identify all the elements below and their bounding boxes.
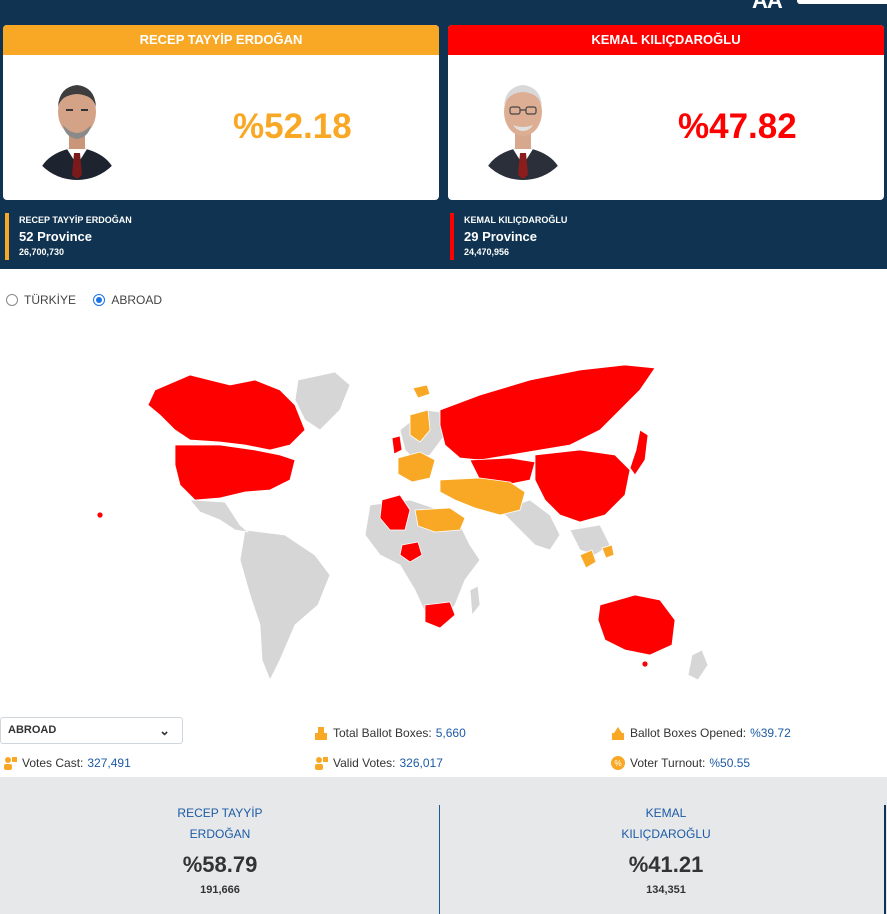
map-region-russia [439, 364, 656, 461]
stat-value: %39.72 [750, 726, 791, 740]
turnout-percent-icon: % [611, 756, 625, 770]
map-region-middle-east [439, 477, 526, 516]
voter-icon [4, 757, 17, 770]
map-region-australia [597, 594, 676, 656]
abroad-result-erdogan: RECEP TAYYİP ERDOĞAN %58.79 191,666 [120, 803, 320, 896]
region-select-value: ABROAD [8, 724, 57, 736]
candidate-photo [27, 65, 127, 180]
valid-vote-icon [315, 757, 328, 770]
summary-vote-count: 24,470,956 [464, 247, 510, 257]
candidate-name-header: KEMAL KILIÇDAROĞLU [448, 25, 884, 55]
panel-edge-line [884, 805, 886, 914]
stat-label: Votes Cast: [22, 756, 84, 770]
map-region-south-africa [424, 601, 456, 629]
map-region-china [534, 449, 631, 523]
result-percentage: %58.79 [182, 852, 258, 877]
candidate-photo [473, 65, 573, 180]
map-region-japan [629, 429, 649, 476]
map-region-tasmania [641, 660, 649, 668]
candidate-name-header: RECEP TAYYİP ERDOĞAN [3, 25, 439, 55]
result-name-line1: RECEP TAYYİP [177, 806, 263, 820]
stat-label: Valid Votes: [333, 756, 396, 770]
candidate-summary-kilicdaroglu: KEMAL KILIÇDAROĞLU 29 Province 24,470,95… [450, 213, 567, 260]
radio-label: ABROAD [111, 293, 163, 307]
abroad-result-kilicdaroglu: KEMAL KILIÇDAROĞLU %41.21 134,351 [566, 803, 766, 896]
region-select-dropdown[interactable]: ABROAD ⌄ [0, 717, 183, 744]
candidate-summary-erdogan: RECEP TAYYİP ERDOĞAN 52 Province 26,700,… [5, 213, 132, 260]
radio-turkiye[interactable]: TÜRKİYE [6, 293, 76, 307]
map-region-asia-south [499, 499, 561, 551]
radio-abroad[interactable]: ABROAD [93, 293, 162, 307]
map-region-iceland [412, 384, 431, 399]
stat-value: %50.55 [709, 756, 751, 770]
summary-vote-count: 26,700,730 [19, 247, 65, 257]
world-results-map[interactable] [80, 350, 740, 690]
stat-value: 5,660 [435, 726, 466, 740]
stat-total-ballot-boxes: Total Ballot Boxes: 5,660 [313, 725, 466, 741]
summary-province-count: 52 Province [19, 229, 92, 244]
brand-logo: AA [752, 0, 887, 13]
stat-label: Ballot Boxes Opened: [630, 726, 747, 740]
map-region-central-america [189, 499, 250, 533]
chevron-down-icon[interactable]: ⌄ [159, 723, 170, 738]
candidate-card-erdogan: RECEP TAYYİP ERDOĞAN %52.18 [3, 25, 439, 200]
result-name-line2: ERDOĞAN [189, 827, 251, 841]
stat-valid-votes: Valid Votes: 326,017 [313, 755, 443, 771]
ballot-box-open-icon [612, 727, 624, 740]
stat-value: 327,491 [87, 756, 131, 770]
abroad-results-panel [0, 777, 887, 914]
ballot-box-icon [315, 727, 327, 740]
result-name-line1: KEMAL [645, 806, 687, 820]
map-region-libya-egypt [414, 507, 466, 533]
map-region-germany-france [397, 451, 436, 483]
results-divider [439, 805, 440, 914]
map-region-algeria [379, 494, 411, 531]
summary-province-count: 29 Province [464, 229, 537, 244]
summary-candidate-name: RECEP TAYYİP ERDOĞAN [19, 215, 132, 225]
svg-text:%: % [614, 759, 621, 768]
candidate-card-kilicdaroglu: KEMAL KILIÇDAROĞLU %47.82 [448, 25, 884, 200]
map-region-hawaii [96, 511, 104, 519]
stat-label: Voter Turnout: [630, 756, 706, 770]
map-region-norway-sweden [409, 409, 431, 443]
map-region-malaysia [601, 544, 615, 559]
map-region-indonesia [579, 549, 597, 569]
stat-votes-cast: Votes Cast: 327,491 [2, 755, 131, 771]
region-toggle: TÜRKİYE ABROAD [6, 293, 176, 309]
map-region-south-america [239, 529, 331, 681]
map-region-usa [174, 444, 296, 501]
map-region-greenland [294, 371, 351, 431]
map-region-nigeria [399, 541, 423, 563]
radio-button-icon[interactable] [6, 294, 18, 306]
map-region-madagascar [469, 585, 481, 617]
result-name-line2: KILIÇDAROĞLU [621, 827, 711, 841]
map-region-uk [391, 435, 403, 455]
map-region-canada [147, 374, 306, 451]
result-vote-count: 191,666 [200, 884, 240, 896]
candidate-percentage: %47.82 [678, 107, 797, 146]
brand-logo-letters: AA [752, 0, 783, 13]
stat-ballot-boxes-opened: Ballot Boxes Opened: %39.72 [610, 725, 791, 741]
stat-value: 326,017 [399, 756, 443, 770]
map-region-new-zealand [687, 649, 709, 681]
radio-button-selected-icon[interactable] [93, 294, 106, 306]
stat-voter-turnout: % Voter Turnout: %50.55 [610, 755, 750, 771]
candidate-percentage: %52.18 [233, 107, 352, 146]
result-percentage: %41.21 [628, 852, 704, 877]
summary-candidate-name: KEMAL KILIÇDAROĞLU [464, 215, 568, 225]
radio-label: TÜRKİYE [24, 293, 77, 307]
stat-label: Total Ballot Boxes: [333, 726, 432, 740]
result-vote-count: 134,351 [646, 884, 686, 896]
